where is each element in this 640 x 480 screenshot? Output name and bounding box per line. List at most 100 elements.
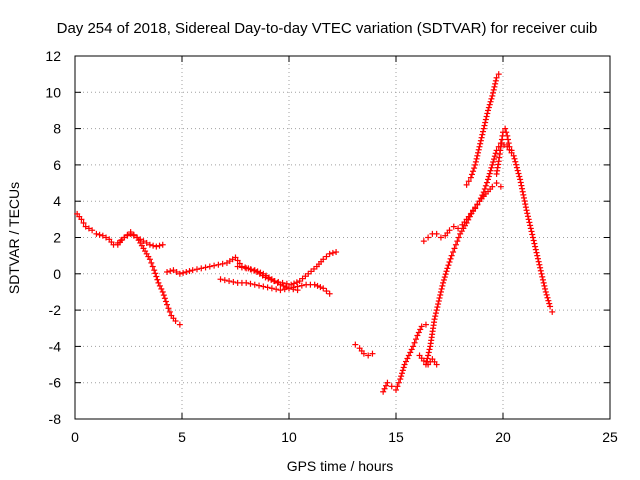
data-point-arc-1	[89, 227, 96, 234]
data-point-arc-12	[420, 357, 427, 364]
data-point-arc-9-interp	[544, 294, 551, 301]
grid	[75, 56, 610, 419]
data-point-arc-4-interp	[264, 284, 271, 291]
data-point-arc-7-interp	[399, 367, 406, 374]
y-tick-label: -8	[49, 411, 62, 427]
data-point-arc-10-interp	[477, 137, 484, 144]
data-point-arc-4	[226, 278, 233, 285]
data-point-arc-8-interp	[438, 285, 445, 292]
data-point-arc-9-interp	[487, 167, 494, 174]
data-point-arc-10-interp	[470, 168, 477, 175]
data-point-arc-8-interp	[447, 255, 454, 262]
data-point-arc-9	[517, 176, 524, 183]
data-point-arc-10-interp	[477, 140, 484, 147]
data-point-arc-9-interp	[531, 240, 538, 247]
data-point-arc-8-interp	[426, 346, 433, 353]
data-point-arc-7-interp	[417, 326, 424, 333]
data-point-arc-3-interp	[173, 268, 180, 275]
data-point-arc-9-interp	[537, 264, 544, 271]
data-point-arc-1	[82, 223, 89, 230]
data-point-arc-9-interp	[481, 185, 488, 192]
data-point-arc-1-interp	[80, 219, 87, 226]
data-point-arc-9-interp	[541, 282, 548, 289]
data-point-arc-9-interp	[517, 179, 524, 186]
data-point-arc-4-interp	[247, 280, 254, 287]
y-tick-label: 4	[53, 193, 61, 209]
data-point-arc-8	[452, 241, 459, 248]
data-point-arc-9-interp	[515, 170, 522, 177]
x-tick-label: 10	[281, 429, 297, 445]
data-point-arc-5-interp	[290, 286, 297, 293]
data-point-arc-5-interp	[247, 266, 254, 273]
data-point-arc-2-interp	[162, 298, 169, 305]
data-point-arc-8-interp	[443, 268, 450, 275]
data-point-arc-2-interp	[148, 259, 155, 266]
y-tick-label: 8	[53, 121, 61, 137]
data-point-arc-7-interp	[404, 355, 411, 362]
data-point-arc-9-interp	[522, 201, 529, 208]
y-tick-label: -2	[49, 302, 62, 318]
data-point-arc-3-interp	[236, 260, 243, 267]
data-point-arc-10-interp	[465, 178, 472, 185]
y-tick-label: 6	[53, 157, 61, 173]
data-point-arc-10-interp	[490, 86, 497, 93]
data-point-arc-10-interp	[490, 89, 497, 96]
data-point-arc-10	[472, 161, 479, 168]
data-point-arc-3-interp	[323, 253, 330, 260]
y-axis-label: SDTVAR / TECUs	[6, 182, 22, 294]
data-point-arc-9	[420, 238, 427, 245]
data-point-arc-9	[489, 161, 496, 168]
data-point-arc-1	[140, 238, 147, 245]
data-point-arc-3-interp	[234, 257, 241, 264]
data-point-arc-5	[243, 265, 250, 272]
data-point-arc-9	[450, 223, 457, 230]
data-point-arc-9-interp	[520, 194, 527, 201]
data-point-arc-7-interp	[398, 370, 405, 377]
data-point-arc-9-interp	[534, 252, 541, 259]
data-point-arc-9-interp	[528, 228, 535, 235]
data-point-arc-8-interp	[425, 352, 432, 359]
data-point-arc-7-interp	[381, 385, 388, 392]
data-point-arc-8-interp	[446, 259, 453, 266]
data-point-arc-3-interp	[329, 249, 336, 256]
data-point-arc-1-interp	[150, 242, 157, 249]
data-point-arc-10	[493, 74, 500, 81]
data-point-arc-10	[480, 125, 487, 132]
y-tick-label: 12	[45, 48, 61, 64]
data-point-arc-9-interp	[521, 198, 528, 205]
data-point-arc-8-interp	[441, 274, 448, 281]
data-point-arc-4	[326, 290, 333, 297]
data-point-arc-8-interp	[437, 291, 444, 298]
data-point-arc-3-interp	[251, 267, 258, 274]
data-point-arc-11	[508, 147, 515, 154]
data-point-arc-9-interp	[532, 246, 539, 253]
data-point-arc-9	[485, 176, 492, 183]
data-point-arc-9-interp	[486, 170, 493, 177]
data-point-arc-3	[215, 261, 222, 268]
data-point-arc-2-interp	[158, 285, 165, 292]
data-point-arc-3	[176, 270, 183, 277]
data-point-arc-1-interp	[103, 234, 110, 241]
data-point-arc-3-interp	[193, 266, 200, 273]
data-point-arc-11	[504, 132, 511, 139]
data-point-arc-8	[435, 298, 442, 305]
data-point-arc-8-interp	[445, 262, 452, 269]
data-point-arc-9	[547, 303, 554, 310]
data-point-arc-1-interp	[143, 239, 150, 246]
y-tick-label: 2	[53, 230, 61, 246]
data-point-arc-8	[497, 183, 504, 190]
data-point-arc-10-interp	[475, 149, 482, 156]
data-point-arc-11-interp	[505, 140, 512, 147]
data-point-arc-5	[277, 281, 284, 288]
data-point-arc-9-interp	[482, 182, 489, 189]
data-point-arc-4	[320, 285, 327, 292]
data-point-arc-4	[251, 281, 258, 288]
data-point-arc-5	[251, 267, 258, 274]
x-axis-ticks: 0 5 10 15 20 25	[71, 56, 618, 445]
data-point-arc-11-interp	[504, 136, 511, 143]
data-point-arc-2	[159, 288, 166, 295]
data-point-arc-9-interp	[537, 267, 544, 274]
data-point-arc-9-interp	[532, 243, 539, 250]
data-point-arc-9-interp	[533, 249, 540, 256]
data-point-arc-10-interp	[478, 134, 485, 141]
